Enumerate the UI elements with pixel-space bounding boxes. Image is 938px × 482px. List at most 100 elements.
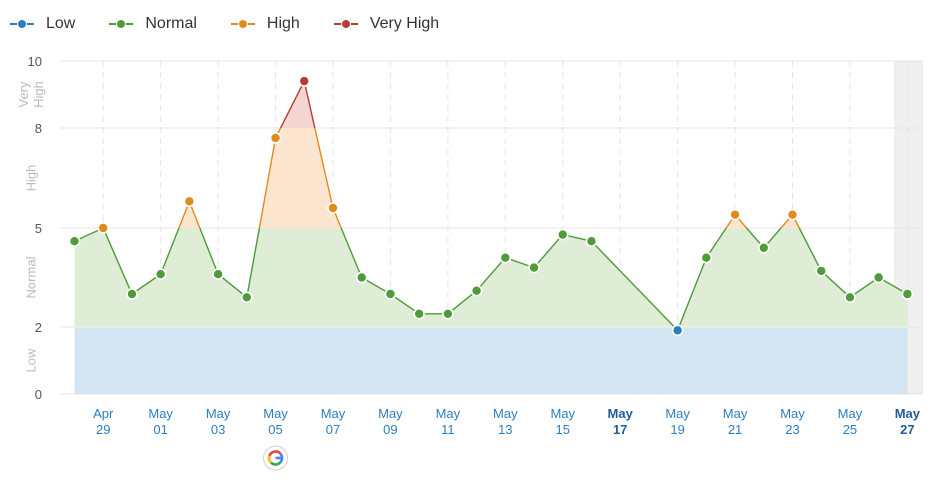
data-point <box>68 235 81 247</box>
x-tick-day: 19 <box>670 422 684 437</box>
data-point <box>126 288 138 300</box>
legend-label: High <box>266 15 300 32</box>
x-tick-month: Apr <box>93 406 114 421</box>
series-line-segment <box>279 80 305 129</box>
data-point <box>470 284 483 297</box>
legend-marker-icon <box>230 17 255 31</box>
band-area-normal <box>74 228 908 327</box>
x-tick-day: 21 <box>728 422 742 437</box>
legend-item-normal[interactable]: Normal <box>109 15 197 33</box>
x-tick-day: 27 <box>900 422 914 437</box>
y-tick-label: 8 <box>35 121 42 136</box>
x-tick-day: 13 <box>498 422 512 437</box>
legend-marker-icon <box>109 17 134 31</box>
series-line-segment <box>246 227 261 298</box>
x-tick-month: May <box>723 406 748 421</box>
series-line-segment <box>102 227 133 295</box>
x-tick-day: 15 <box>556 422 570 437</box>
legend-item-high[interactable]: High <box>230 15 300 33</box>
legend-marker-icon <box>333 17 358 31</box>
band-label: Very <box>16 81 31 108</box>
data-point <box>528 261 540 274</box>
data-point <box>384 288 397 300</box>
band-label: High <box>23 165 38 192</box>
x-tick-day: 07 <box>326 422 340 437</box>
series-line-segment <box>705 227 727 259</box>
band-label: Low <box>23 348 38 372</box>
legend-item-low[interactable]: Low <box>10 15 75 33</box>
legend-label: Normal <box>145 15 197 32</box>
series-line-segment <box>533 234 564 269</box>
legend-label: Very High <box>369 15 440 32</box>
x-tick-month: May <box>550 406 575 421</box>
y-tick-label: 0 <box>35 387 42 402</box>
x-tick-day: 09 <box>383 422 397 437</box>
x-tick-day: 25 <box>843 422 857 437</box>
x-tick-month: May <box>378 406 403 421</box>
x-tick-month: May <box>608 406 634 421</box>
series-line-segment <box>849 276 880 298</box>
chart-legend: Low Normal High Very High <box>10 10 473 38</box>
x-tick-day: 23 <box>785 422 799 437</box>
y-tick-label: 10 <box>28 54 42 69</box>
y-tick-label: 5 <box>35 221 42 236</box>
data-point <box>786 208 799 221</box>
series-line-segment <box>390 293 420 315</box>
series-line-segment <box>258 137 277 229</box>
data-point <box>269 132 282 144</box>
series-line-segment <box>476 257 506 292</box>
y-tick-label: 2 <box>35 320 42 335</box>
data-point <box>298 75 311 87</box>
series-line-segment <box>314 127 334 209</box>
x-tick-month: May <box>263 406 288 421</box>
data-point <box>212 268 224 281</box>
band-area-low <box>74 327 908 394</box>
data-point <box>671 324 684 337</box>
data-point <box>327 202 339 214</box>
x-tick-month: May <box>206 406 231 421</box>
series-line-segment <box>199 227 219 275</box>
x-tick-day: 29 <box>96 422 110 437</box>
legend-item-very-high[interactable]: Very High <box>333 15 440 33</box>
x-tick-month: May <box>665 406 690 421</box>
data-point <box>499 251 512 264</box>
series-line-segment <box>590 240 675 328</box>
legend-marker-icon <box>10 17 34 31</box>
band-label: Normal <box>23 256 38 298</box>
band-label: High <box>31 81 46 108</box>
x-tick-day: 17 <box>613 422 627 437</box>
x-tick-day: 03 <box>211 422 225 437</box>
series-line-segment <box>160 227 180 275</box>
x-tick-month: May <box>148 406 173 421</box>
data-point <box>413 307 425 320</box>
data-point <box>700 251 713 264</box>
series-line-segment <box>131 273 162 295</box>
data-point <box>757 242 770 254</box>
data-point <box>442 307 454 320</box>
series-line-segment <box>820 270 851 298</box>
data-point <box>355 271 368 284</box>
x-tick-day: 05 <box>268 422 282 437</box>
data-point <box>844 291 856 304</box>
data-point <box>585 235 598 247</box>
x-tick-month: May <box>838 406 863 421</box>
x-tick-month: May <box>895 406 921 421</box>
series-line-segment <box>447 290 478 315</box>
data-point <box>97 222 110 234</box>
x-tick-month: May <box>321 406 346 421</box>
x-tick-day: 11 <box>441 422 455 437</box>
data-point <box>556 228 569 241</box>
series-line-segment <box>217 273 248 298</box>
series-line-segment <box>340 227 363 278</box>
x-tick-day: 01 <box>153 422 167 437</box>
series-line-segment <box>678 257 707 328</box>
band-area-high <box>74 128 908 228</box>
data-point <box>241 291 253 304</box>
x-tick-month: May <box>436 406 461 421</box>
google-update-icon[interactable] <box>263 445 289 471</box>
x-tick-month: May <box>780 406 805 421</box>
x-tick-month: May <box>493 406 518 421</box>
data-point <box>729 208 741 221</box>
data-point <box>815 265 828 277</box>
